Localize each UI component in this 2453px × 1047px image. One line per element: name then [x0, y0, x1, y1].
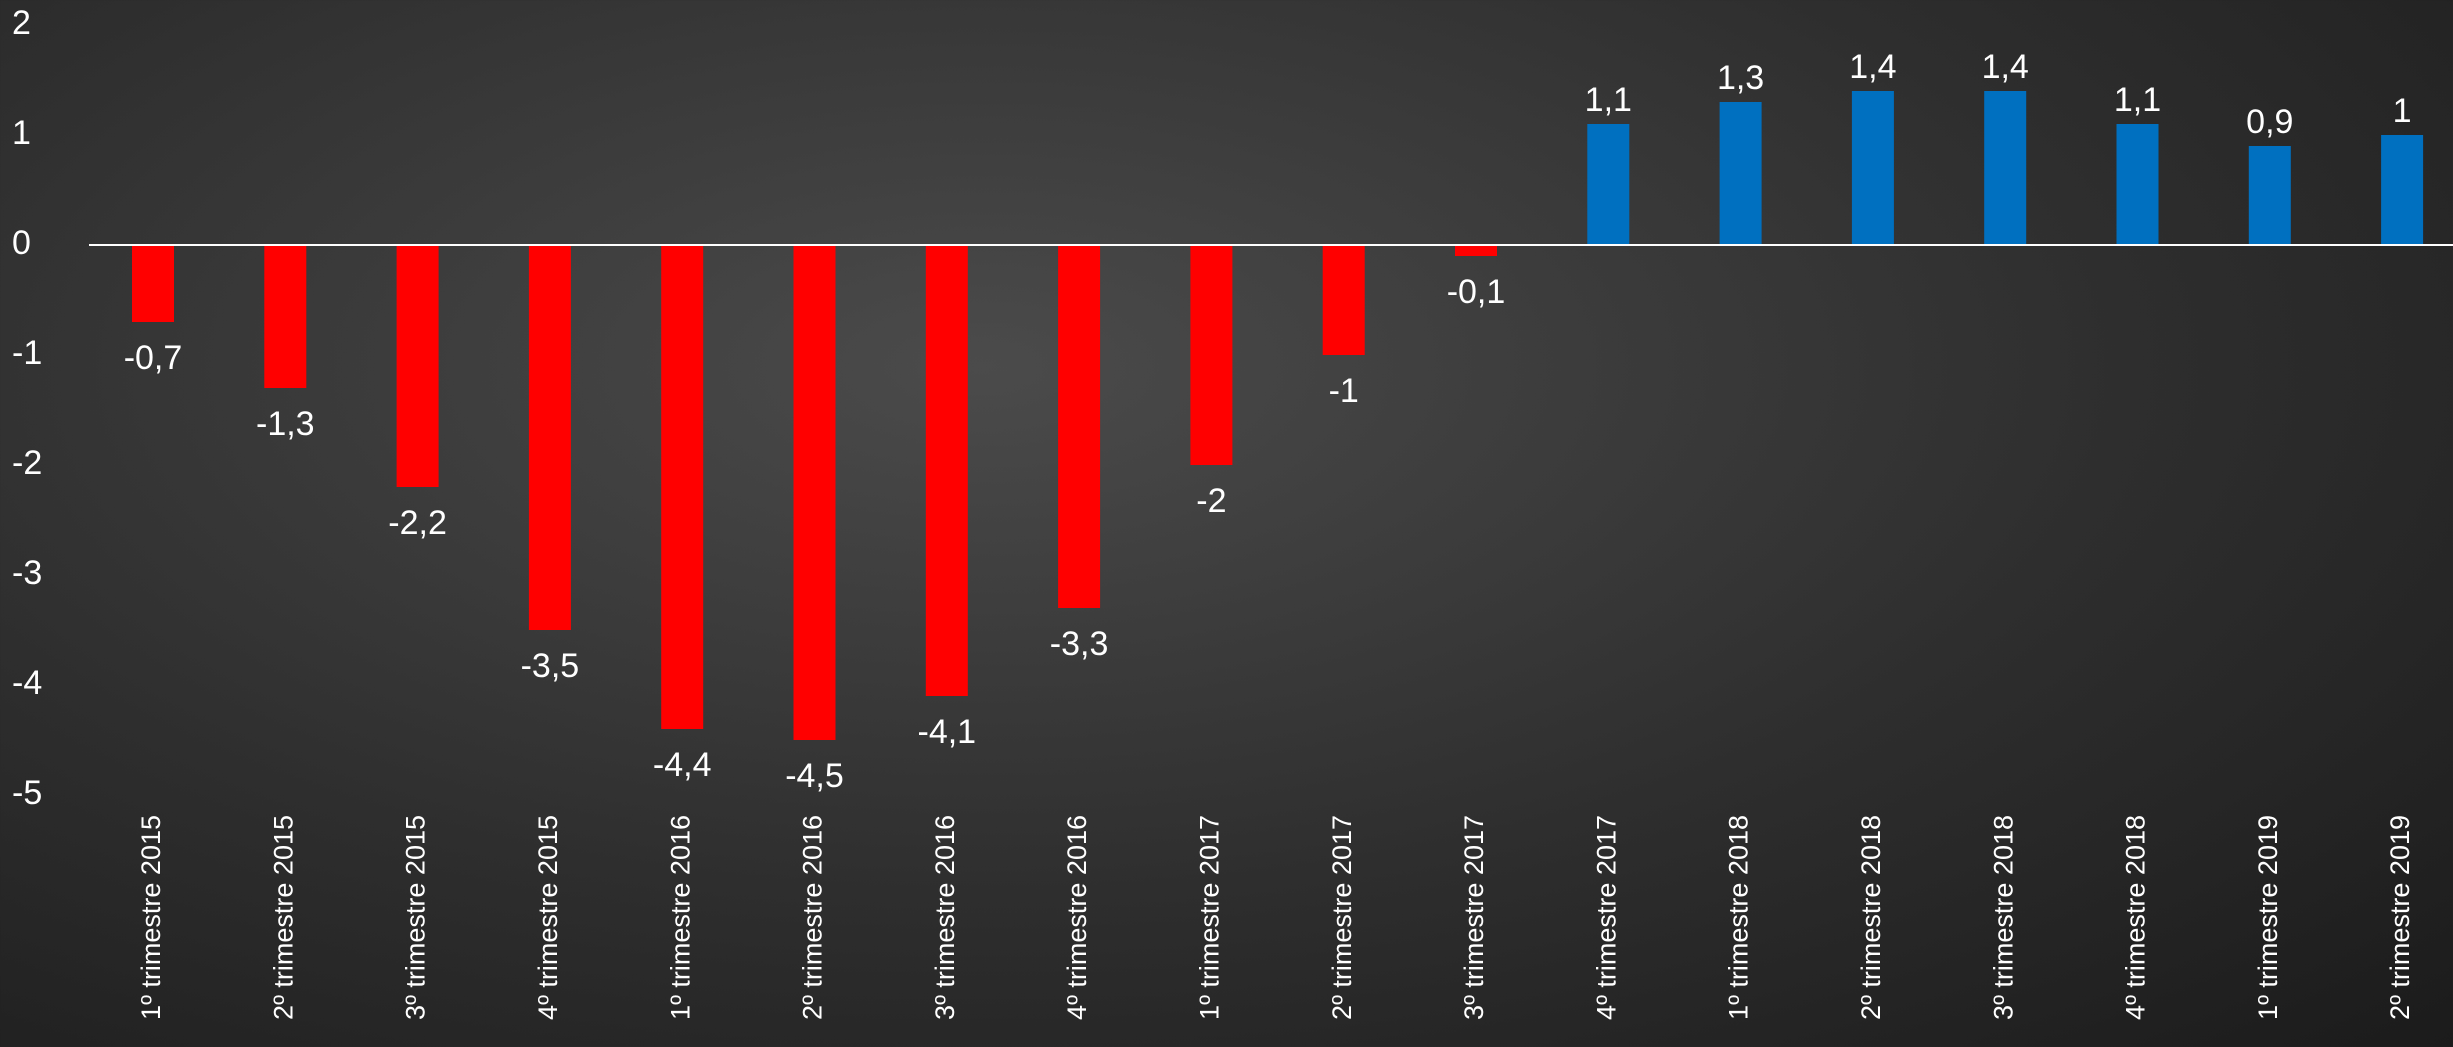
x-tick-label: 1º trimestre 2019 [2253, 815, 2283, 1020]
x-tick-label: 2º trimestre 2015 [268, 815, 298, 1020]
bar [528, 245, 571, 630]
x-tick-label: 2º trimestre 2017 [1327, 815, 1357, 1020]
x-tick-label: 4º trimestre 2017 [1591, 815, 1621, 1020]
y-tick-label: -2 [12, 444, 42, 482]
x-tick-label: 1º trimestre 2018 [1724, 815, 1754, 1020]
x-tick-label: 4º trimestre 2016 [1062, 815, 1092, 1020]
bar [1719, 102, 1762, 245]
y-tick-label: 2 [12, 4, 31, 42]
x-tick-label: 3º trimestre 2015 [401, 815, 431, 1020]
bar [2381, 135, 2424, 245]
y-tick-label: -4 [12, 664, 42, 702]
value-label: -1,3 [256, 405, 315, 443]
x-tick-label: 3º trimestre 2017 [1459, 815, 1489, 1020]
bar [1058, 245, 1101, 608]
bar [793, 245, 836, 740]
value-label: -4,5 [785, 757, 844, 795]
value-label: 1 [2393, 92, 2412, 130]
value-label: -0,7 [124, 339, 183, 377]
value-label: 1,1 [2114, 81, 2161, 119]
bar [1190, 245, 1233, 465]
value-label: 1,4 [1982, 48, 2029, 86]
value-label: -2,2 [388, 504, 447, 542]
x-tick-label: 2º trimestre 2018 [1856, 815, 1886, 1020]
bar [661, 245, 704, 729]
bar [132, 245, 174, 322]
x-tick-label: 1º trimestre 2015 [136, 815, 166, 1020]
x-tick-label: 1º trimestre 2016 [665, 815, 695, 1020]
value-label: -2 [1196, 482, 1226, 520]
y-tick-label: 1 [12, 114, 31, 152]
x-tick-label: 2º trimestre 2019 [2385, 815, 2415, 1020]
bar [1455, 245, 1497, 256]
bar [1587, 124, 1630, 245]
x-tick-label: 1º trimestre 2017 [1195, 815, 1225, 1020]
value-label: -4,1 [918, 713, 977, 751]
bar [925, 245, 968, 696]
y-tick-label: 0 [12, 224, 31, 262]
value-label: -4,4 [653, 746, 712, 784]
value-label: 1,1 [1585, 81, 1632, 119]
bar [1984, 91, 2027, 245]
y-tick-label: -5 [12, 774, 42, 812]
value-label: 1,4 [1849, 48, 1896, 86]
value-label: -3,3 [1050, 625, 1109, 663]
y-tick-label: -1 [12, 334, 42, 372]
bar [2116, 124, 2159, 245]
value-label: -3,5 [521, 647, 580, 685]
value-label: -1 [1329, 372, 1359, 410]
x-tick-label: 3º trimestre 2016 [930, 815, 960, 1020]
bar [1322, 245, 1365, 355]
x-tick-label: 2º trimestre 2016 [798, 815, 828, 1020]
value-label: 0,9 [2246, 103, 2293, 141]
x-tick-label: 3º trimestre 2018 [1988, 815, 2018, 1020]
x-tick-label: 4º trimestre 2015 [533, 815, 563, 1020]
bar [396, 245, 439, 487]
value-label: -0,1 [1447, 273, 1506, 311]
x-tick-label: 4º trimestre 2018 [2121, 815, 2151, 1020]
bar [1851, 91, 1894, 245]
bar [2248, 146, 2291, 245]
y-tick-label: -3 [12, 554, 42, 592]
bar [264, 245, 307, 388]
value-label: 1,3 [1717, 59, 1764, 97]
